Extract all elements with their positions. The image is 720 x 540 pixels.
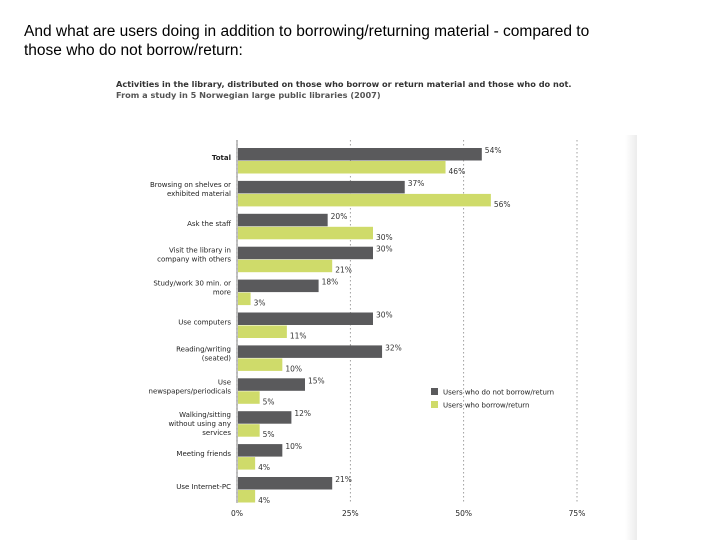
- slide-title: And what are users doing in addition to …: [24, 22, 704, 60]
- bar-value-label: 32%: [385, 343, 402, 352]
- bar-non-borrowers: [238, 378, 305, 391]
- category-label: Use computers: [178, 319, 231, 327]
- x-tick-label: 50%: [455, 509, 472, 518]
- slide-title-line-2: those who do not borrow/return:: [24, 42, 243, 59]
- chart-subtitle: From a study in 5 Norwegian large public…: [116, 90, 381, 100]
- bar-value-label: 37%: [408, 179, 425, 188]
- category-label: Total: [212, 154, 231, 162]
- legend-label: Users who borrow/return: [443, 402, 529, 410]
- category-label: Use Internet-PC: [176, 483, 231, 491]
- bar-value-label: 3%: [254, 299, 266, 308]
- bar-value-label: 10%: [285, 364, 302, 373]
- category-label: Browsing on shelves or exhibited material: [150, 181, 231, 198]
- bar-borrowers: [238, 226, 373, 240]
- bar-value-label: 4%: [258, 463, 270, 472]
- slide-title-line-1: And what are users doing in addition to …: [24, 23, 590, 40]
- bar-value-label: 10%: [285, 442, 302, 451]
- scan-edge: [625, 135, 637, 540]
- x-tick-label: 0%: [231, 509, 243, 518]
- bar-borrowers: [238, 457, 256, 470]
- bar-non-borrowers: [238, 477, 333, 490]
- bar-non-borrowers: [238, 312, 373, 325]
- x-tick-label: 75%: [569, 509, 586, 518]
- bar-borrowers: [238, 193, 491, 207]
- category-label: Walking/sitting without using any services: [168, 411, 231, 437]
- bar-value-label: 21%: [335, 266, 352, 275]
- bar-value-label: 11%: [290, 332, 307, 341]
- bar-non-borrowers: [238, 213, 328, 227]
- bar-non-borrowers: [238, 279, 319, 293]
- category-label: Ask the staff: [187, 220, 231, 228]
- category-label: Reading/writing (seated): [176, 345, 231, 362]
- bar-value-label: 15%: [308, 376, 325, 385]
- bar-borrowers: [238, 391, 260, 404]
- legend-swatch: [431, 388, 438, 395]
- legend-label: Users who do not borrow/return: [443, 389, 554, 397]
- bar-value-label: 30%: [376, 311, 393, 320]
- bar-non-borrowers: [238, 345, 383, 358]
- bar-non-borrowers: [238, 148, 482, 161]
- x-tick-label: 25%: [342, 509, 359, 518]
- bar-borrowers: [238, 325, 287, 338]
- bar-borrowers: [238, 358, 283, 371]
- bar-borrowers: [238, 161, 446, 174]
- bar-value-label: 12%: [294, 409, 311, 418]
- bar-value-label: 30%: [376, 233, 393, 242]
- bar-borrowers: [238, 424, 260, 437]
- bar-borrowers: [238, 292, 251, 306]
- legend-swatch: [431, 401, 438, 408]
- bar-non-borrowers: [238, 444, 283, 457]
- bar-value-label: 30%: [376, 245, 393, 254]
- chart-title: Activities in the library, distributed o…: [116, 79, 572, 89]
- bar-value-label: 46%: [449, 167, 466, 176]
- bar-non-borrowers: [238, 411, 292, 424]
- category-label: Visit the library in company with others: [157, 247, 231, 264]
- bar-value-label: 21%: [335, 475, 352, 484]
- bar-non-borrowers: [238, 180, 405, 194]
- category-label: Meeting friends: [176, 450, 231, 458]
- bar-value-label: 20%: [331, 212, 348, 221]
- category-label: Use newspapers/periodicals: [149, 378, 232, 395]
- bar-value-label: 56%: [494, 200, 511, 209]
- bar-borrowers: [238, 259, 333, 273]
- bar-value-label: 18%: [322, 278, 339, 287]
- bar-value-label: 5%: [263, 430, 275, 439]
- bar-value-label: 5%: [263, 397, 275, 406]
- bar-value-label: 54%: [485, 146, 502, 155]
- bar-non-borrowers: [238, 246, 373, 260]
- category-label: Study/work 30 min. or more: [153, 280, 231, 297]
- bar-borrowers: [238, 490, 256, 503]
- bar-value-label: 4%: [258, 496, 270, 505]
